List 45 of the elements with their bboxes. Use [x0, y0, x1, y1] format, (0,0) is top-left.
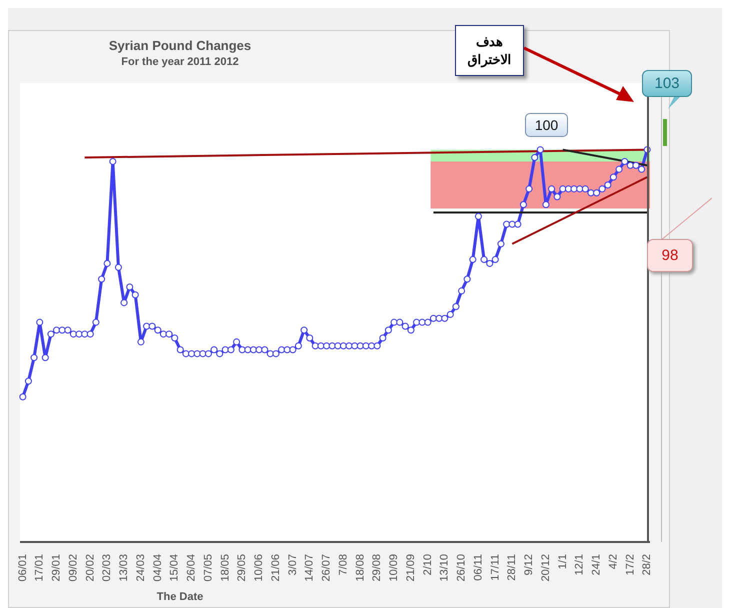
x-tick-label: 4/2: [607, 554, 620, 570]
x-tick-label: 20/12: [540, 554, 552, 582]
x-tick-label: 02/03: [101, 554, 114, 582]
text: 100: [525, 113, 568, 137]
x-tick-label: 2/10: [422, 554, 434, 576]
x-tick-label: 18/05: [219, 554, 232, 582]
x-tick-label: 28/2: [641, 554, 654, 576]
x-tick-label: 17/2: [624, 554, 636, 576]
x-tick-label: 12/1: [574, 554, 586, 576]
x-tick-label: 10/09: [388, 554, 400, 582]
x-tick-label: 13/03: [118, 554, 130, 582]
x-tick-label: 28/11: [506, 554, 518, 581]
x-tick-label: 29/05: [236, 554, 248, 582]
x-tick-label: 29/01: [50, 554, 63, 582]
x-tick-label: 21/06: [270, 554, 282, 582]
x-tick-label: 24/1: [590, 554, 603, 576]
x-tick-label: 13/10: [438, 554, 451, 582]
x-tick-label: 06/01: [16, 554, 29, 582]
x-tick-label: 7/08: [337, 554, 350, 576]
chart-subtitle: For the year 2011 2012: [120, 56, 240, 68]
x-tick-label: 26/10: [456, 554, 468, 582]
x-tick-label: 1/1: [556, 554, 569, 570]
x-tick-label: 3/07: [286, 554, 299, 576]
x-tick-label: 29/08: [371, 554, 384, 582]
x-tick-label: 04/04: [152, 554, 164, 582]
x-tick-label: 09/02: [67, 554, 80, 582]
x-tick-label: 17/11: [489, 554, 502, 581]
x-tick-label: 9/12: [523, 554, 536, 576]
x-axis-title: The Date: [156, 591, 204, 603]
text: 98: [647, 239, 693, 272]
x-tick-label: 24/03: [134, 554, 147, 582]
text: 103: [642, 70, 692, 97]
x-tick-label: 26/04: [186, 554, 198, 582]
x-tick-label: 07/05: [202, 554, 214, 582]
x-tick-label: 15/04: [168, 554, 181, 582]
text: هدف الاختراق: [455, 25, 524, 76]
x-tick-label: 06/11: [472, 554, 484, 581]
x-tick-label: 20/02: [84, 554, 96, 582]
x-tick-label: 17/01: [34, 554, 46, 582]
x-tick-label: 10/06: [253, 554, 266, 582]
x-tick-label: 14/07: [304, 554, 316, 582]
x-tick-label: 21/09: [404, 554, 417, 582]
x-tick-label: 18/08: [354, 554, 366, 582]
x-tick-label: 26/07: [320, 554, 333, 582]
chart-title: Syrian Pound Changes: [108, 38, 252, 53]
